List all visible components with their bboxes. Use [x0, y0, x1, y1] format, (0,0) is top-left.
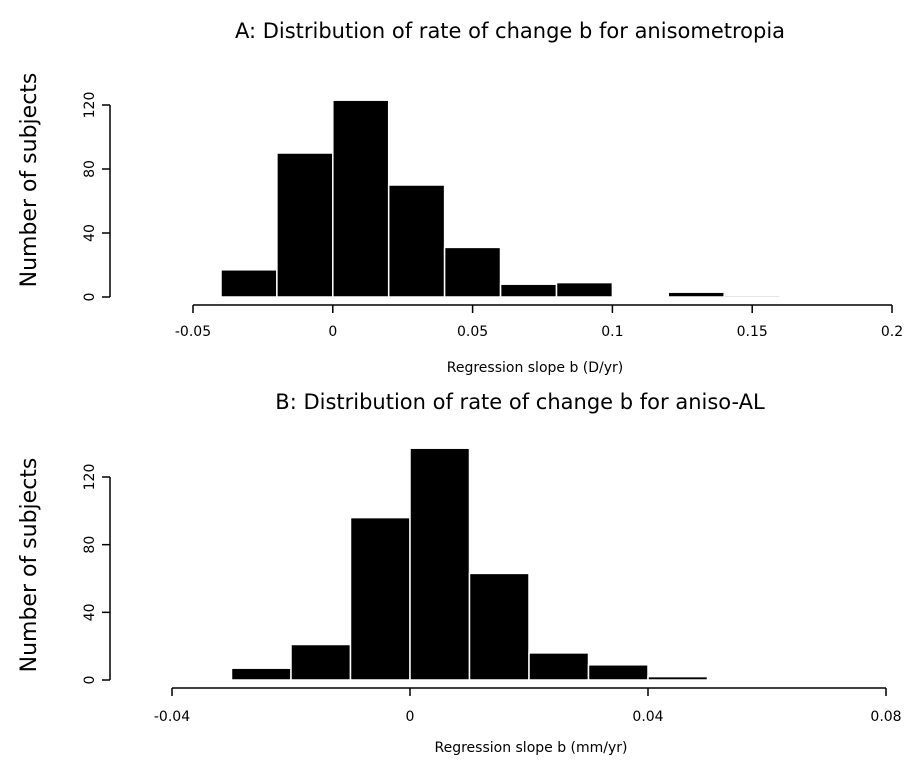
- y-tick-label: 120: [82, 92, 98, 119]
- histogram-bar: [220, 269, 278, 298]
- histogram-bar: [290, 643, 352, 681]
- y-tick-label: 40: [82, 224, 98, 242]
- histogram-bar: [499, 283, 558, 298]
- x-tick-label: 0.08: [870, 709, 901, 725]
- x-tick-label: -0.04: [154, 709, 190, 725]
- x-tick-label: 0.05: [457, 324, 488, 340]
- histogram-bar: [387, 184, 446, 298]
- histogram-bar: [555, 281, 614, 298]
- y-axis-label: Number of subjects: [17, 458, 42, 673]
- x-tick-label: 0: [328, 324, 337, 340]
- x-tick-label: -0.05: [175, 324, 211, 340]
- histogram-bar: [667, 291, 725, 298]
- y-tick-label: 40: [82, 603, 98, 621]
- bars-group: [220, 99, 781, 298]
- y-tick-label: 120: [82, 464, 98, 491]
- axes-group: -0.04 0 0.04 0.08 0 40 80 120: [82, 464, 902, 725]
- chart-title: A: Distribution of rate of change b for …: [235, 19, 785, 43]
- histogram-bar: [349, 516, 411, 681]
- histogram-bar: [528, 652, 590, 681]
- histogram-panel-b: B: Distribution of rate of change b for …: [17, 390, 902, 756]
- x-tick-label: 0.1: [601, 324, 623, 340]
- y-tick-label: 0: [82, 676, 98, 685]
- y-axis-label: Number of subjects: [17, 73, 42, 288]
- chart-title: B: Distribution of rate of change b for …: [275, 390, 765, 414]
- histogram-bar: [647, 675, 709, 681]
- x-axis-label: Regression slope b (D/yr): [447, 360, 624, 376]
- histogram-bar: [332, 99, 390, 298]
- histogram-bar: [443, 246, 502, 298]
- histogram-bar: [587, 664, 649, 681]
- x-tick-label: 0.2: [881, 324, 903, 340]
- histogram-bar: [230, 667, 292, 681]
- x-tick-label: 0.04: [632, 709, 663, 725]
- histogram-bar: [276, 152, 334, 298]
- y-tick-label: 80: [82, 160, 98, 178]
- x-axis-label: Regression slope b (mm/yr): [434, 740, 627, 756]
- axes-group: -0.05 0 0.05 0.1 0.15 0.2 0 40 80 120: [82, 92, 903, 340]
- histogram-bar: [409, 447, 471, 681]
- x-tick-label: 0: [406, 709, 415, 725]
- bars-group: [230, 447, 709, 681]
- y-tick-label: 0: [82, 293, 98, 302]
- histogram-bar: [468, 572, 530, 681]
- x-tick-label: 0.15: [737, 324, 768, 340]
- histogram-panel-a: A: Distribution of rate of change b for …: [17, 19, 903, 376]
- y-tick-label: 80: [82, 536, 98, 554]
- histogram-bar: [723, 294, 781, 298]
